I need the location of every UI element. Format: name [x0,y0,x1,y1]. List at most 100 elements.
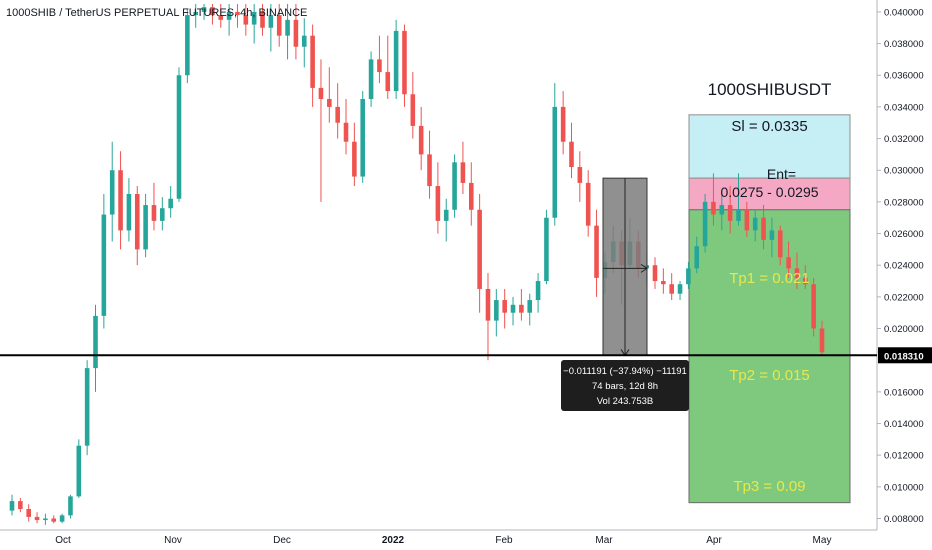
measure-tooltip-change: −0.011191 (−37.94%) −11191 [563,366,687,377]
candle-body [494,300,499,321]
price-tick-label: 0.012000 [884,451,924,462]
candle-body [485,288,491,321]
candle-body [235,11,240,16]
candle-body [736,209,741,221]
candle-body [76,445,82,497]
time-tick-label: May [813,535,832,546]
candle-body [711,201,716,215]
candle-body [126,193,132,231]
candle-body [794,268,800,278]
price-tick-label: 0.038000 [884,39,924,50]
measure-tool[interactable]: −0.011191 (−37.94%) −11191 74 bars, 12d 8… [561,177,689,411]
candle-body [276,15,282,36]
candle-body [160,208,165,221]
candle-body [752,217,758,231]
candle-body [327,98,332,107]
candle-body [318,87,324,99]
candle-body [702,201,708,247]
tp3-label: Tp3 = 0.09 [733,478,805,495]
candle-body [468,182,474,210]
candle-body [118,170,123,231]
candle-body [727,205,733,221]
price-axis[interactable] [876,0,932,550]
price-tick-label: 0.010000 [884,482,924,493]
candle-body [335,106,340,123]
time-tick-label: Dec [273,535,291,546]
candle-body [402,30,407,95]
candle-body [661,281,666,285]
tp2-label: Tp2 = 0.015 [729,367,809,384]
candle-body [93,315,98,369]
stop-loss-zone[interactable] [688,114,851,179]
entry-label-line1: Ent= [767,166,796,182]
candle-body [109,170,115,215]
candle-body [527,300,533,313]
candle-body [285,19,290,36]
candle-body [443,209,449,221]
candle-body [510,304,516,313]
candle-body [544,217,549,282]
candle-body [368,59,374,99]
candle-body [51,518,57,522]
candle-body [268,15,274,28]
candle-body [176,75,182,199]
price-tick-label: 0.022000 [884,292,924,303]
current-price-label: 0.018310 [884,351,924,362]
candle-body [151,205,157,221]
candle-body [134,193,140,250]
measure-tooltip-volume: Vol 243.753B [597,396,654,407]
entry-label-line2: 0.0275 - 0.0295 [720,184,818,200]
price-tick-label: 0.008000 [884,514,924,525]
symbol-header: 1000SHIB / TetherUS PERPETUAL FUTURES, 4… [6,7,307,19]
candle-body [301,35,307,47]
candle-body [477,209,482,289]
measure-arrow-head-right [640,263,648,273]
candle-body [585,182,591,226]
time-tick-label: Nov [164,535,182,546]
candle-body [260,11,265,28]
measure-tooltip [561,360,689,411]
candle-body [560,106,566,142]
candle-body [201,7,207,12]
candle-body [569,141,574,168]
candle-body [652,265,658,282]
candle-body [427,154,432,187]
candle-body [677,284,683,294]
candle-body [694,246,700,269]
time-tick-label: Oct [55,535,71,546]
candle-body [519,304,524,313]
price-tick-label: 0.032000 [884,134,924,145]
candle-body [777,230,783,258]
candle-body [594,225,599,278]
time-tick-label: Feb [495,535,513,546]
price-tick-label: 0.036000 [884,71,924,82]
candle-body [393,30,399,92]
candle-body [43,518,48,521]
price-tick-label: 0.026000 [884,229,924,240]
candle-body [418,125,424,155]
price-tick-label: 0.020000 [884,324,924,335]
measure-tooltip-bars: 74 bars, 12d 8h [592,381,658,392]
candle-body [218,15,224,20]
candle-body [769,230,775,240]
price-tick-label: 0.024000 [884,261,924,272]
candle-body [819,328,825,353]
price-tick-label: 0.034000 [884,102,924,113]
candle-body [251,11,257,25]
annotation-labels: 1000SHIBUSDT Sl = 0.0335 Ent= 0.0275 - 0.02… [708,80,832,495]
candle-body [811,284,816,329]
candle-body [452,162,457,210]
tp1-label: Tp1 = 0.021 [729,270,809,287]
candle-body [803,277,808,285]
time-tick-label: 2022 [382,535,405,546]
candle-body [360,98,366,177]
time-tick-labels: Oct Nov Dec 2022 Feb Mar Apr May [55,535,831,546]
candle-body [59,515,65,522]
candle-body [168,198,173,209]
candle-body [101,214,107,316]
candle-body [293,19,299,47]
current-price-badge [878,347,932,364]
candle-body [34,516,40,521]
candle-body [686,268,691,285]
